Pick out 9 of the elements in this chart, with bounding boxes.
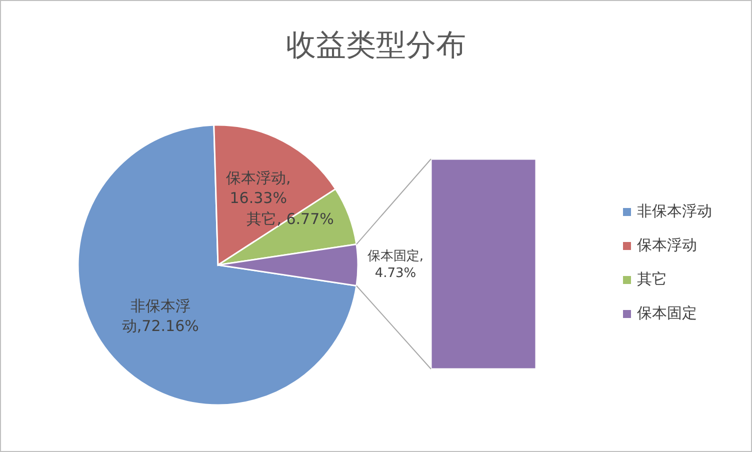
legend-label: 保本固定 [637, 304, 697, 323]
chart-title: 收益类型分布 [285, 27, 467, 65]
legend-label: 保本浮动 [637, 236, 697, 255]
data-label: 保本浮动, 16.33% [224, 168, 292, 208]
data-label: 其它, 6.77% [246, 209, 335, 230]
data-label: 保本固定, 4.73% [366, 248, 425, 282]
legend-label: 非保本浮动 [637, 202, 712, 221]
legend-label: 其它 [637, 270, 667, 289]
data-label: 非保本浮动,72.16% [120, 296, 200, 336]
